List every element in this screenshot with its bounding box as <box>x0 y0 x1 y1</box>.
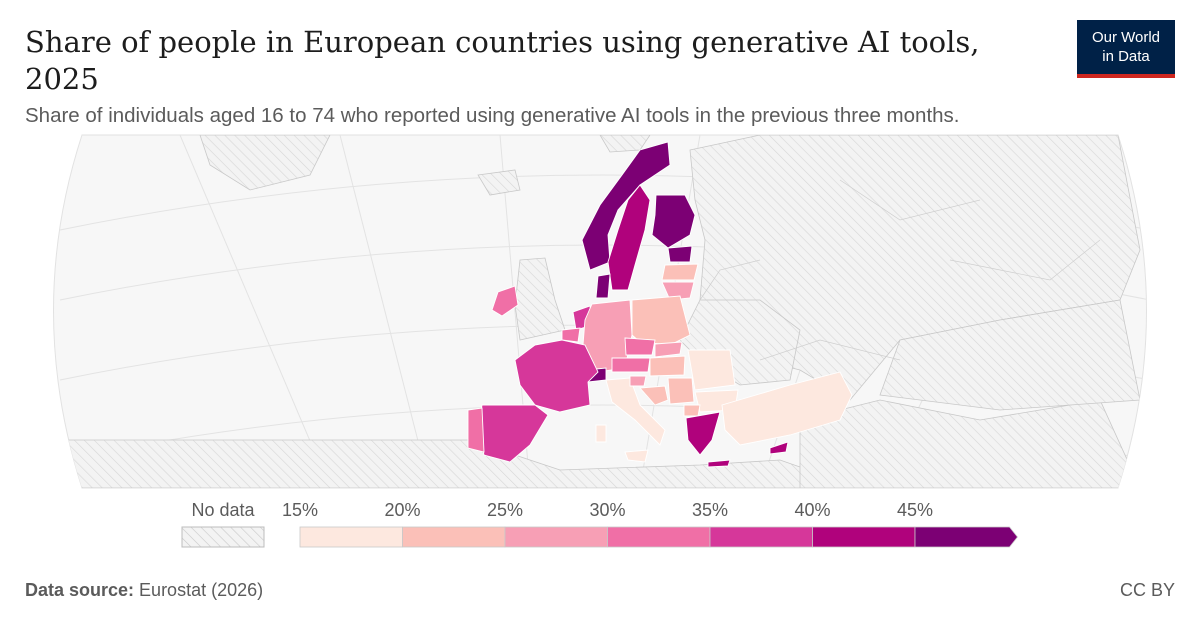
source-label: Data source: <box>25 580 135 600</box>
country-lithuania[interactable] <box>661 281 695 301</box>
license-label[interactable]: CC BY <box>1119 580 1175 600</box>
legend-no-data-swatch <box>181 526 265 548</box>
legend-tick-label: 25% <box>487 500 523 520</box>
legend-tick-label: 15% <box>282 500 318 520</box>
country-shapes <box>467 141 853 468</box>
country-estonia[interactable] <box>667 245 693 263</box>
country-poland[interactable] <box>631 295 691 346</box>
country-latvia[interactable] <box>661 263 699 281</box>
legend-tick-label: 40% <box>794 500 830 520</box>
legend-tick-label: 45% <box>897 500 933 520</box>
country-croatia[interactable] <box>639 385 669 406</box>
owid-logo[interactable]: Our World in Data <box>1077 20 1175 78</box>
country-czechia[interactable] <box>624 337 656 356</box>
legend-bin-0[interactable] <box>299 526 403 548</box>
country-germany[interactable] <box>582 299 633 373</box>
country-finland[interactable] <box>651 194 696 249</box>
country-hungary[interactable] <box>649 355 686 377</box>
border-lines <box>699 179 1101 361</box>
legend-bin-3[interactable] <box>607 526 711 548</box>
legend-tick-label: 30% <box>589 500 625 520</box>
country-cyprus[interactable] <box>769 441 789 455</box>
legend-bins <box>299 526 1019 548</box>
europe-map <box>53 134 1147 489</box>
legend-no-data-label: No data <box>191 500 255 520</box>
country-france[interactable] <box>514 339 599 413</box>
chart-title: Share of people in European countries us… <box>25 25 980 96</box>
country-turkey[interactable] <box>721 371 853 446</box>
source-text[interactable]: Eurostat (2026) <box>134 580 264 600</box>
logo-accent-bar <box>1077 74 1175 78</box>
country-greece[interactable] <box>685 411 721 456</box>
country-north-macedonia[interactable] <box>683 404 701 417</box>
legend-bin-6[interactable] <box>914 526 1019 548</box>
country-portugal[interactable] <box>467 407 485 453</box>
greenland-no-data <box>199 135 331 191</box>
country-ireland[interactable] <box>491 285 519 317</box>
chart-subtitle: Share of individuals aged 16 to 74 who r… <box>25 104 960 127</box>
country-serbia[interactable] <box>667 377 695 405</box>
iceland-no-data <box>477 169 521 196</box>
legend-bin-5[interactable] <box>812 526 916 548</box>
country-austria[interactable] <box>611 357 651 373</box>
country-sicily[interactable] <box>624 449 649 463</box>
country-crete[interactable] <box>707 459 731 468</box>
no-data-regions <box>59 135 1141 488</box>
logo-line-1: Our World <box>1091 29 1161 46</box>
country-sardinia[interactable] <box>595 424 607 443</box>
legend-bin-2[interactable] <box>504 526 608 548</box>
legend-tick-label: 20% <box>384 500 420 520</box>
country-sweden[interactable] <box>607 184 651 291</box>
country-romania[interactable] <box>687 349 736 391</box>
country-slovakia[interactable] <box>654 341 683 358</box>
country-norway[interactable] <box>581 141 671 271</box>
logo-line-2: in Data <box>1102 48 1150 65</box>
color-legend: No data 15% 20% 25% 30% 35% 40% 45% <box>181 500 1019 548</box>
legend-ticks: 15% 20% 25% 30% 35% 40% 45% <box>282 500 933 520</box>
country-slovenia[interactable] <box>629 375 647 387</box>
legend-bin-4[interactable] <box>709 526 813 548</box>
legend-bin-1[interactable] <box>402 526 506 548</box>
country-belgium[interactable] <box>561 327 581 343</box>
legend-tick-label: 35% <box>692 500 728 520</box>
country-denmark[interactable] <box>595 273 611 299</box>
source-note: Data source: Eurostat (2026) <box>25 580 263 601</box>
